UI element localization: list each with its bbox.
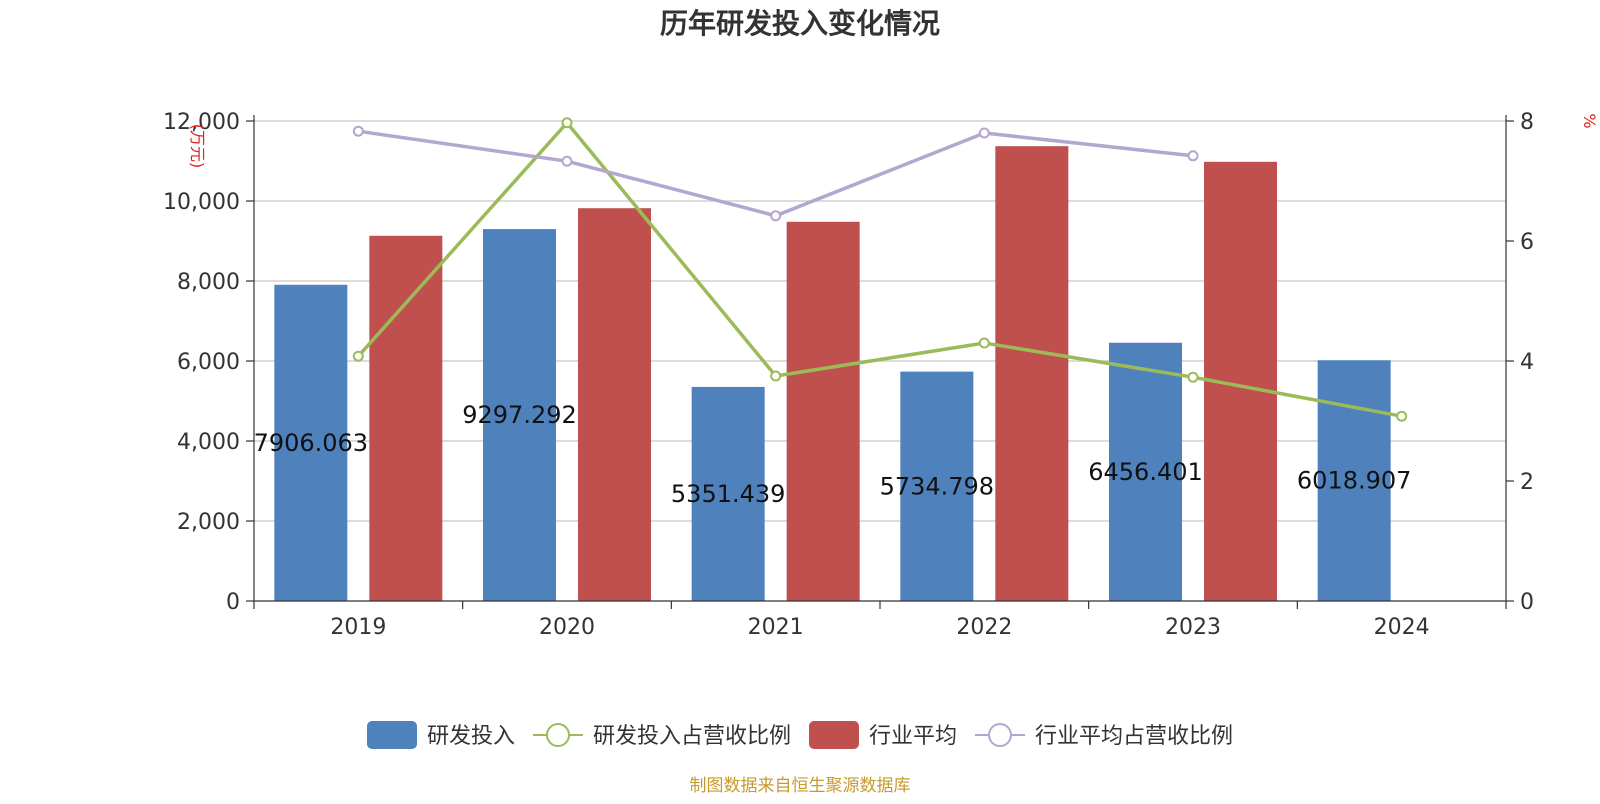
legend-icon-bar	[367, 721, 417, 749]
y-left-tick-label: 4,000	[177, 430, 240, 455]
bar-data-label: 5734.798	[880, 472, 995, 500]
bar-rd-investment	[1109, 342, 1182, 601]
bar-rd-investment	[691, 386, 765, 601]
legend-label: 研发投入	[427, 724, 515, 749]
line-point-industry-ratio	[1187, 150, 1199, 162]
legend-icon-bar	[809, 721, 859, 749]
bar-rd-investment	[1317, 360, 1391, 601]
source-note: 制图数据来自恒生聚源数据库	[690, 776, 911, 796]
bars-layer	[274, 146, 1391, 602]
bar-data-label: 7906.063	[254, 429, 369, 457]
bar-industry-average	[578, 208, 651, 601]
bar-rd-investment	[274, 284, 348, 601]
y-left-tick-label: 10,000	[163, 190, 240, 215]
bar-data-label: 9297.292	[462, 401, 577, 429]
x-tick-label: 2024	[1374, 615, 1430, 640]
bar-industry-average	[995, 146, 1069, 601]
lines-layer	[352, 117, 1408, 422]
x-tick-label: 2022	[956, 615, 1012, 640]
legend-icon-marker	[546, 723, 570, 747]
y-right-tick-label: 8	[1520, 110, 1534, 135]
line-point-industry-ratio	[770, 210, 782, 222]
bar-data-label: 6456.401	[1088, 458, 1203, 486]
bar-industry-average	[786, 221, 860, 602]
y-left-axis-label: (万元)	[188, 124, 207, 169]
line-point-industry-ratio	[561, 155, 573, 167]
legend-icon-marker	[988, 723, 1012, 747]
line-point-rd-ratio	[1396, 410, 1408, 422]
bar-data-label: 5351.439	[671, 480, 786, 508]
legend-label: 研发投入占营收比例	[593, 724, 791, 749]
line-point-industry-ratio	[978, 127, 990, 139]
x-tick-label: 2020	[539, 615, 595, 640]
x-tick-label: 2023	[1165, 615, 1221, 640]
line-point-rd-ratio	[352, 350, 364, 362]
line-point-industry-ratio	[352, 125, 364, 137]
legend-layer: 研发投入 研发投入占营收比例 行业平均 行业平均占营收比例	[367, 721, 1233, 749]
y-right-tick-label: 6	[1520, 230, 1534, 255]
x-tick-label: 2019	[330, 615, 386, 640]
line-point-rd-ratio	[1187, 371, 1199, 383]
chart-title: 历年研发投入变化情况	[660, 7, 940, 40]
bar-rd-investment	[483, 229, 556, 601]
bar-industry-average	[369, 235, 443, 602]
y-right-axis-label: %	[1580, 113, 1599, 128]
line-point-rd-ratio	[770, 370, 782, 382]
y-right-tick-label: 0	[1520, 590, 1534, 615]
y-left-tick-label: 0	[226, 590, 240, 615]
bar-data-label: 6018.907	[1297, 467, 1412, 495]
bar-rd-investment	[900, 371, 974, 601]
legend-label: 行业平均占营收比例	[1035, 724, 1233, 749]
line-point-rd-ratio	[561, 117, 573, 129]
y-left-tick-label: 8,000	[177, 270, 240, 295]
line-point-rd-ratio	[978, 337, 990, 349]
y-right-tick-label: 2	[1520, 470, 1534, 495]
legend-label: 行业平均	[869, 724, 957, 749]
labels-layer: 7906.063 9297.292 5351.439 5734.798 6456.401…	[254, 401, 1412, 508]
x-tick-label: 2021	[748, 615, 804, 640]
y-left-tick-label: 6,000	[177, 350, 240, 375]
axes-layer: 0 2,000 4,000 6,000 8,000 10,000 12,000 0 2 4 6 8 20…	[163, 110, 1599, 640]
line-rd-ratio	[357, 120, 1402, 418]
y-left-tick-label: 2,000	[177, 510, 240, 535]
y-right-tick-label: 4	[1520, 350, 1534, 375]
y-left-tick-label: 12,000	[163, 110, 240, 135]
